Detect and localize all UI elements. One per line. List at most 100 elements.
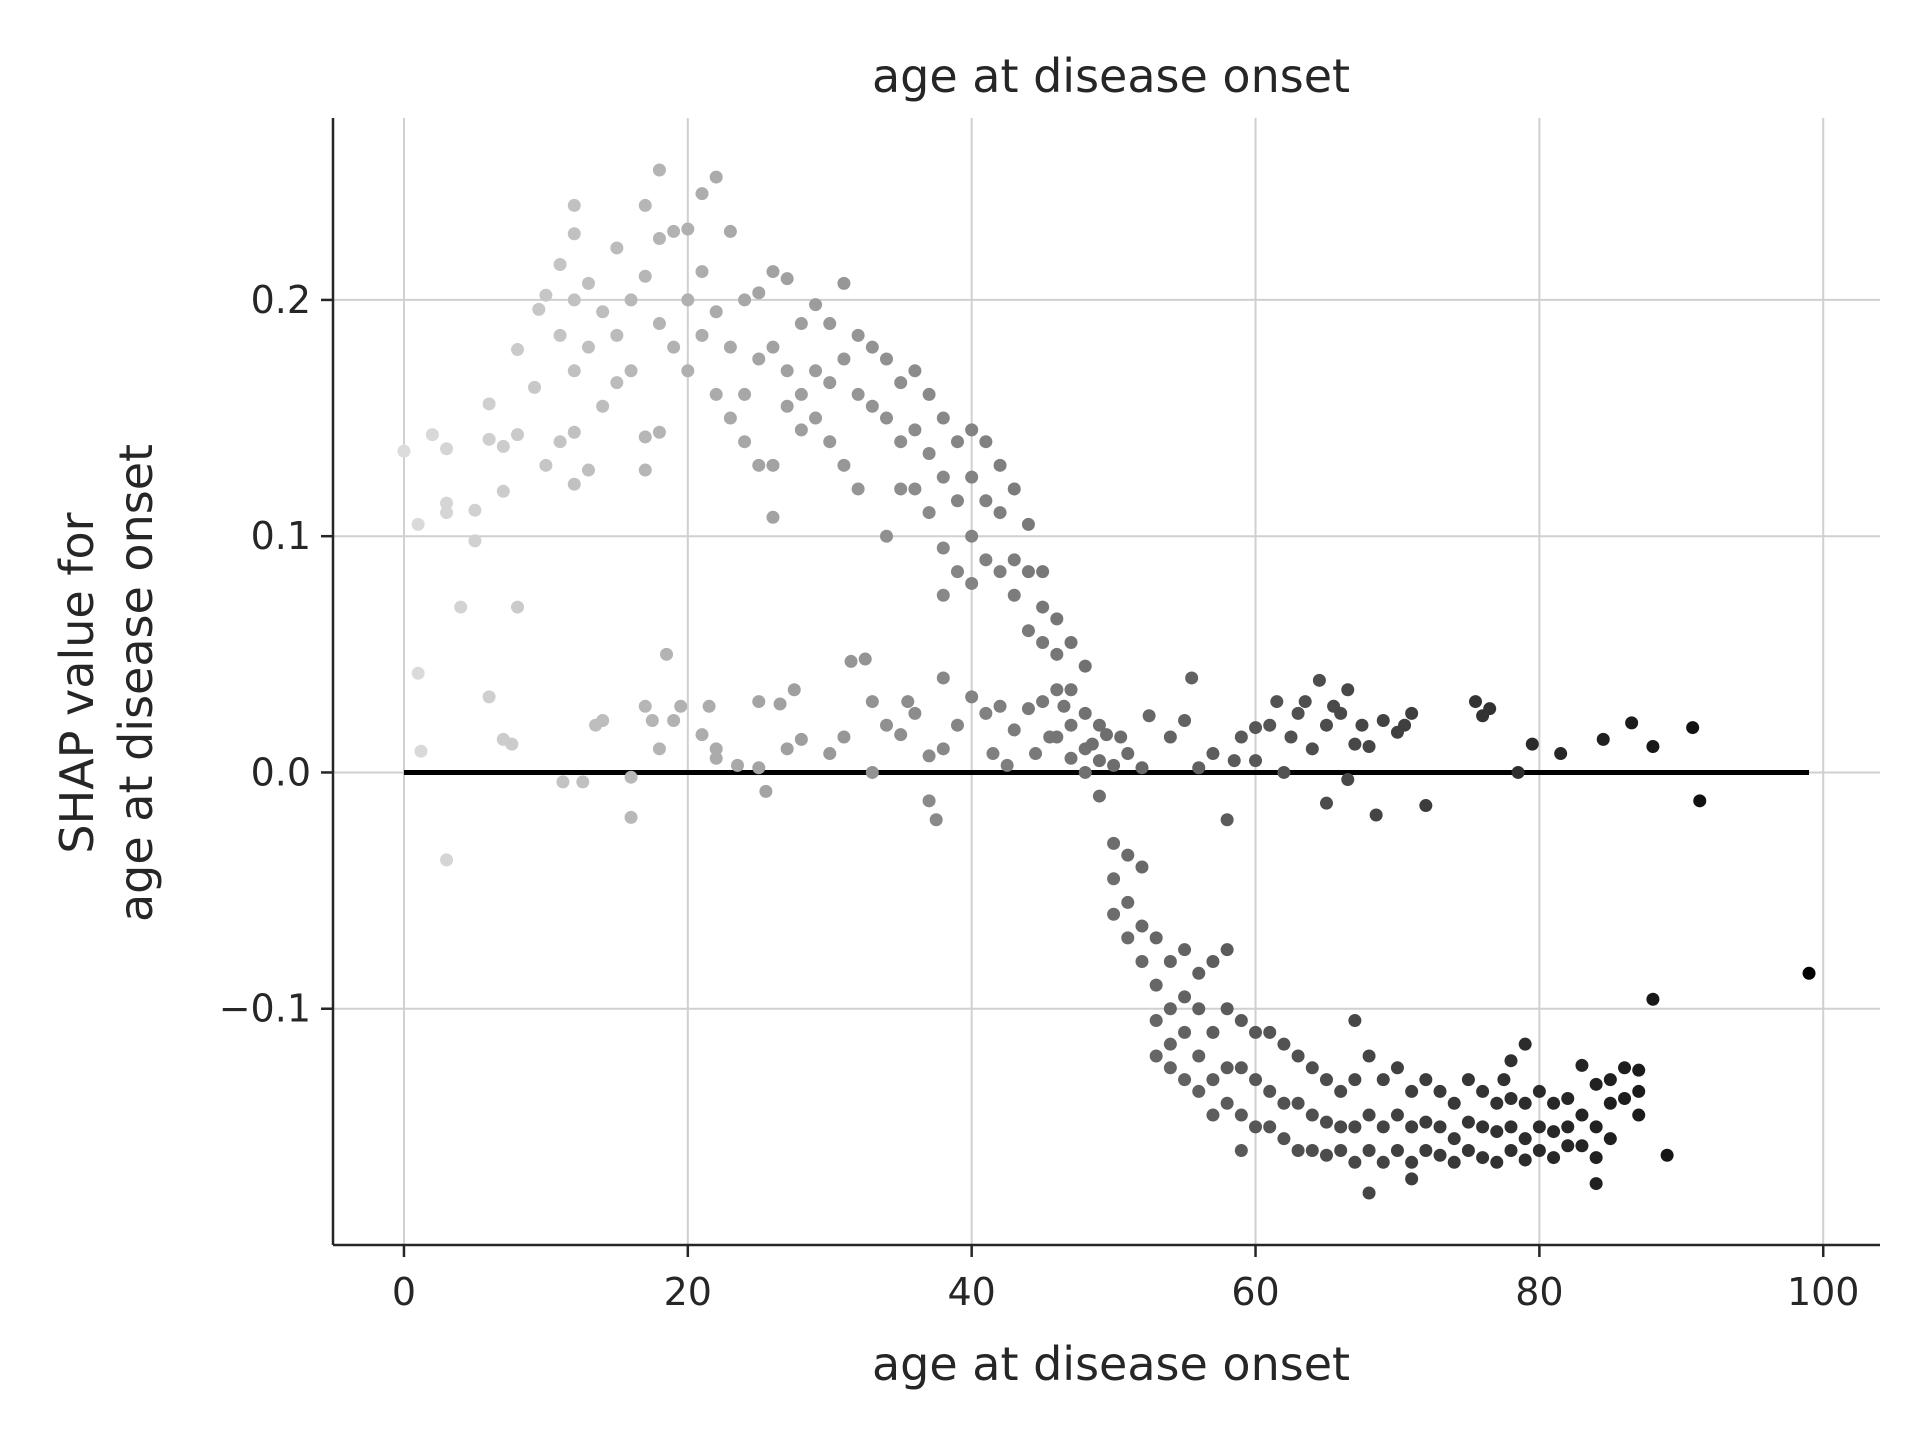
- data-point: [880, 411, 894, 425]
- data-point: [1547, 1151, 1561, 1165]
- data-point: [1007, 723, 1021, 737]
- data-point: [1376, 1073, 1390, 1087]
- data-point: [553, 328, 567, 342]
- data-point: [1355, 718, 1369, 732]
- data-point: [738, 435, 752, 449]
- data-point: [1390, 1061, 1404, 1075]
- data-point: [1064, 683, 1078, 697]
- y-axis-label: SHAP value for age at disease onset: [50, 444, 163, 922]
- data-point: [511, 600, 525, 614]
- data-point: [1447, 1096, 1461, 1110]
- data-point: [1036, 636, 1050, 650]
- data-point: [1483, 702, 1497, 716]
- data-point: [567, 198, 581, 212]
- data-point: [1476, 1084, 1490, 1098]
- data-point: [1291, 1049, 1305, 1063]
- data-point: [440, 853, 454, 867]
- data-point: [1405, 1084, 1419, 1098]
- data-point: [496, 484, 510, 498]
- data-point: [1149, 978, 1163, 992]
- data-point: [1220, 943, 1234, 957]
- data-point: [624, 770, 638, 784]
- data-point: [1163, 954, 1177, 968]
- x-tick-label: 60: [1231, 1270, 1279, 1314]
- data-point: [1050, 730, 1064, 744]
- data-point: [576, 775, 590, 789]
- data-point: [454, 600, 468, 614]
- data-point: [1554, 747, 1568, 761]
- data-point: [1163, 1002, 1177, 1016]
- data-point: [1121, 747, 1135, 761]
- data-point: [1589, 1151, 1603, 1165]
- data-point: [681, 364, 695, 378]
- data-point: [1298, 695, 1312, 709]
- y-tick-label: 0.1: [251, 514, 311, 558]
- data-point: [759, 784, 773, 798]
- data-point: [652, 742, 666, 756]
- data-point: [1227, 754, 1241, 768]
- data-point: [1518, 1153, 1532, 1167]
- data-point: [1092, 718, 1106, 732]
- data-point: [1518, 1096, 1532, 1110]
- data-point: [1263, 1025, 1277, 1039]
- data-point: [567, 364, 581, 378]
- data-point: [936, 671, 950, 685]
- data-point: [1050, 683, 1064, 697]
- data-point: [511, 343, 525, 357]
- data-point: [1277, 1096, 1291, 1110]
- data-point: [1234, 1061, 1248, 1075]
- data-point: [1362, 739, 1376, 753]
- data-point: [1107, 758, 1121, 772]
- data-point: [1362, 1143, 1376, 1157]
- data-point: [1561, 1139, 1575, 1153]
- data-point: [482, 690, 496, 704]
- data-point: [766, 340, 780, 354]
- data-point: [1284, 730, 1298, 744]
- data-point: [1249, 721, 1263, 735]
- data-point: [440, 442, 454, 456]
- y-axis-label-line-2: age at disease onset: [109, 444, 163, 922]
- data-point: [823, 435, 837, 449]
- data-point: [553, 257, 567, 271]
- data-point: [1561, 1120, 1575, 1134]
- data-point: [1589, 1077, 1603, 1091]
- data-point: [780, 742, 794, 756]
- data-point: [411, 517, 425, 531]
- data-point: [1234, 1014, 1248, 1028]
- data-point: [581, 463, 595, 477]
- data-point: [880, 718, 894, 732]
- data-point: [667, 340, 681, 354]
- data-point: [638, 430, 652, 444]
- data-point: [1390, 1143, 1404, 1157]
- data-point: [1142, 709, 1156, 723]
- data-point: [1390, 1108, 1404, 1122]
- data-point: [1561, 1092, 1575, 1106]
- data-point: [965, 576, 979, 590]
- data-point: [660, 647, 674, 661]
- data-point: [638, 463, 652, 477]
- data-point: [1319, 1115, 1333, 1129]
- data-point: [908, 706, 922, 720]
- data-point: [1646, 739, 1660, 753]
- data-point: [1504, 1092, 1518, 1106]
- data-point: [936, 742, 950, 756]
- data-point: [1078, 706, 1092, 720]
- data-point: [1078, 659, 1092, 673]
- data-point: [1107, 872, 1121, 886]
- data-point: [1064, 751, 1078, 765]
- data-point: [950, 565, 964, 579]
- chart-title: age at disease onset: [872, 49, 1350, 103]
- data-point: [738, 293, 752, 307]
- data-point: [1178, 990, 1192, 1004]
- data-point: [1149, 931, 1163, 945]
- data-point: [780, 272, 794, 286]
- data-point: [1249, 754, 1263, 768]
- data-point: [908, 364, 922, 378]
- data-point: [1220, 1002, 1234, 1016]
- data-point: [723, 224, 737, 238]
- data-point: [638, 198, 652, 212]
- data-point: [1192, 1002, 1206, 1016]
- data-point: [1100, 728, 1113, 742]
- data-point: [809, 364, 823, 378]
- data-point: [1618, 1061, 1632, 1075]
